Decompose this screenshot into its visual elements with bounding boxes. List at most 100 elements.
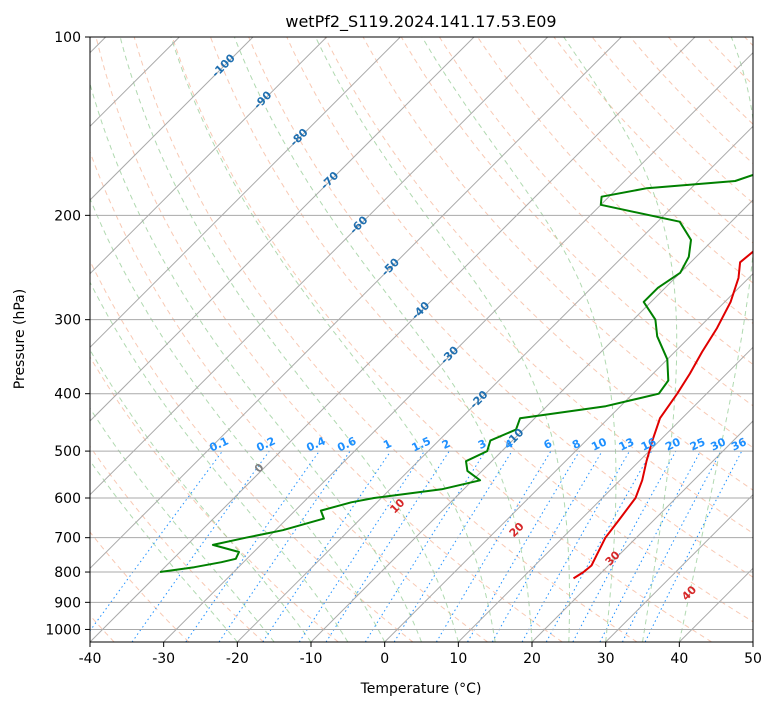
dry-adiabat-line: [668, 37, 753, 125]
mixing-ratio-label: 2: [440, 437, 452, 452]
mixing-ratio-label: 13: [617, 435, 636, 453]
isotherm-line: [90, 37, 475, 422]
mixing-ratio-line: [298, 450, 425, 642]
dry-adiabat-line: [171, 37, 712, 642]
dry-adiabat-line: [133, 37, 638, 642]
y-tick-label: 300: [54, 313, 81, 329]
dry-adiabat-line: [515, 37, 753, 284]
x-tick-label: 40: [670, 651, 688, 667]
moist-adiabat-line: [315, 37, 570, 642]
x-tick-label: -10: [300, 651, 323, 667]
x-tick-label: 30: [597, 651, 615, 667]
x-tick-label: -40: [79, 651, 102, 667]
dry-adiabat-line: [553, 37, 753, 244]
mixing-ratio-line: [467, 450, 580, 642]
mixing-ratio-label: 20: [663, 435, 683, 453]
y-tick-label: 1000: [45, 622, 81, 638]
y-axis-label: Pressure (hPa): [12, 289, 28, 389]
mixing-ratio-line: [218, 450, 351, 642]
mixing-ratio-line: [90, 450, 223, 632]
mixing-ratio-label: 6: [542, 437, 555, 452]
isotherm-line: [90, 37, 549, 496]
plot-frame: [89, 36, 754, 643]
mixing-ratio-label: 10: [589, 435, 609, 453]
isotherm-line: [90, 37, 401, 349]
mixing-ratio-label: 25: [688, 435, 707, 453]
x-tick-label: -30: [152, 651, 175, 667]
mixing-ratio-line: [521, 450, 630, 642]
dry-adiabat-line: [90, 356, 339, 642]
mixing-ratio-line: [644, 450, 743, 642]
moist-adiabat-line: [90, 349, 312, 642]
moist-adiabat-label: 30: [603, 548, 623, 568]
moist-adiabats: [90, 37, 753, 642]
isotherm-line: [531, 420, 753, 642]
mixing-ratio-label: 16: [639, 435, 659, 453]
dry-adiabat-line: [90, 445, 264, 642]
y-tick-label: 900: [54, 595, 81, 611]
isotherm-line: [678, 567, 753, 642]
isotherm-line: [457, 346, 753, 642]
mixing-ratio-line: [262, 450, 392, 642]
mixing-ratio-line: [185, 450, 320, 642]
isotherm-line: [236, 125, 753, 642]
mixing-ratio-label: 8: [570, 437, 582, 452]
mixing-ratio-line: [364, 450, 486, 642]
x-axis: -40 -30 -20 -10 0 10 20 30 40 50: [79, 642, 762, 667]
y-tick-label: 700: [54, 531, 81, 547]
x-tick-label: 0: [380, 651, 389, 667]
x-tick-label: 20: [523, 651, 541, 667]
y-tick-label: 100: [54, 30, 81, 46]
mixing-ratio-label: 1: [381, 437, 393, 452]
y-tick-label: 200: [54, 208, 81, 224]
dry-adiabat-line: [438, 37, 753, 366]
isotherm-line: [752, 641, 753, 642]
x-tick-label: -20: [226, 651, 249, 667]
y-tick-label: 600: [54, 491, 81, 507]
dry-adiabat-line: [210, 37, 753, 623]
isotherm-line: [163, 51, 753, 642]
chart-title: wetPf2_S119.2024.141.17.53.E09: [285, 12, 556, 32]
dewpoint-profile: [159, 173, 753, 573]
mixing-ratio-line: [325, 450, 450, 642]
isotherm-line: [90, 37, 622, 570]
series-layer: [159, 173, 753, 580]
isotherm-line: [605, 493, 753, 642]
dry-adiabat-line: [400, 37, 753, 407]
mixing-ratio-label: 30: [708, 435, 728, 453]
y-tick-label: 400: [54, 387, 81, 403]
x-tick-label: 50: [744, 651, 762, 667]
x-axis-label: Temperature (°C): [360, 681, 482, 697]
moist-adiabat-line: [90, 459, 238, 642]
mixing-ratio-label: 36: [729, 435, 749, 453]
isotherm-line: [310, 199, 753, 642]
moist-adiabat-line: [90, 407, 275, 642]
temperature-profile: [572, 250, 753, 580]
mixing-ratio-line: [435, 450, 552, 642]
dry-adiabat-line: [477, 37, 753, 325]
isotherm-grid: [90, 37, 753, 642]
x-tick-label: 10: [449, 651, 467, 667]
moist-adiabat-label: 20: [507, 520, 527, 540]
dry-adiabat-line: [248, 37, 753, 578]
mixing-ratio-line: [393, 450, 513, 642]
moist-adiabat-line: [421, 37, 617, 642]
moist-adiabat-line: [563, 37, 678, 642]
moist-adiabat-line: [119, 37, 459, 642]
moist-adiabat-label: 40: [679, 583, 699, 603]
mixing-ratio-line: [599, 450, 701, 642]
dry-adiabat-line: [95, 37, 563, 642]
mixing-ratio-line: [572, 450, 677, 642]
dry-adiabat-line: [591, 37, 753, 204]
mixing-ratio-line: [131, 450, 270, 642]
isotherm-line: [90, 37, 696, 642]
dry-adiabat-line: [90, 150, 488, 642]
isotherm-line: [90, 37, 254, 201]
moist-adiabat-line: [678, 37, 753, 642]
moist-adiabat-label: 10: [387, 496, 407, 516]
dry-adiabat-line: [744, 37, 753, 47]
dry-adiabat-line: [90, 259, 414, 642]
isobar-grid: [90, 37, 753, 630]
isotherm-line: [384, 272, 753, 642]
